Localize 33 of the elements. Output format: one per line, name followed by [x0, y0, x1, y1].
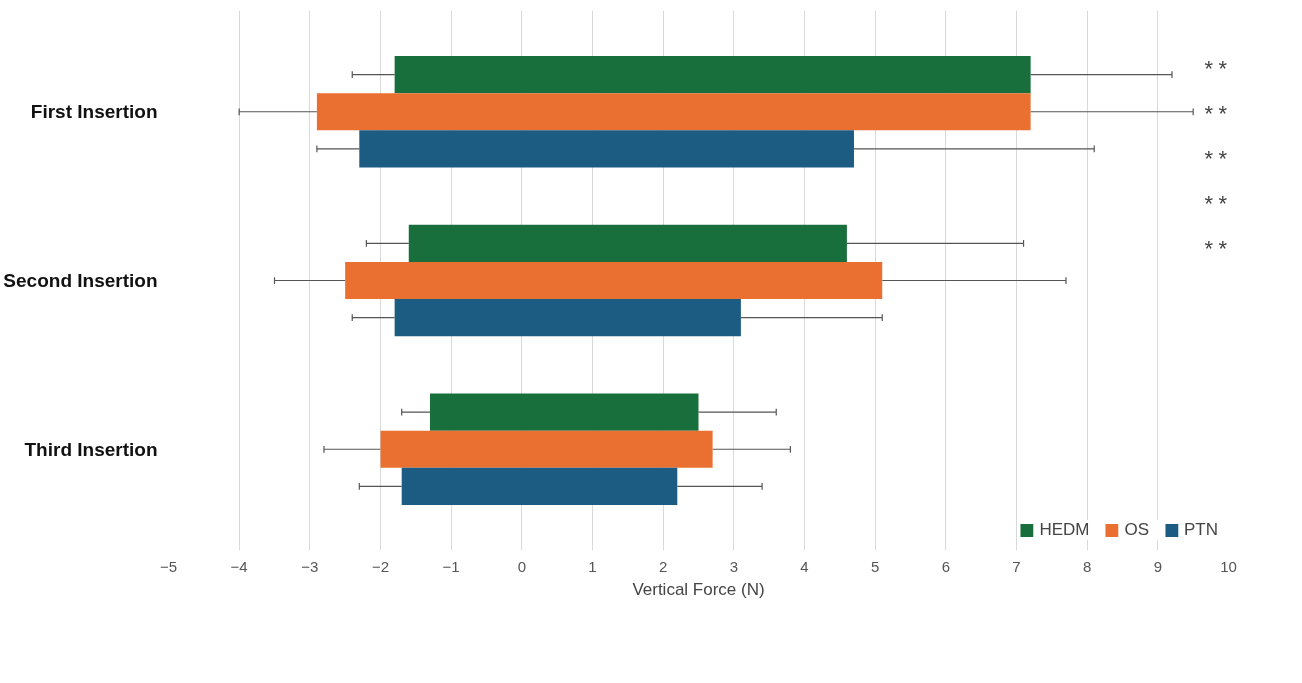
annotation: * — [1204, 55, 1214, 81]
x-tick-label: 2 — [659, 557, 668, 575]
y-tick-label: First Insertion — [30, 101, 158, 123]
x-tick-label: −1 — [442, 557, 460, 575]
x-tick-label: 0 — [517, 557, 527, 575]
x-tick-label: −3 — [301, 557, 319, 575]
x-tick-label: 3 — [729, 557, 739, 575]
annotation: * — [1218, 55, 1228, 81]
annotation: * — [1218, 145, 1228, 171]
x-tick-label: −5 — [159, 557, 178, 575]
legend-label: PTN — [1184, 520, 1218, 540]
annotation: * — [1218, 235, 1228, 261]
x-tick-label: −4 — [230, 557, 248, 575]
annotation: * — [1204, 235, 1214, 261]
x-tick-label: 10 — [1220, 557, 1237, 575]
x-tick-label: 7 — [1012, 557, 1021, 575]
annotation: * — [1218, 100, 1228, 126]
y-tick-label: Third Insertion — [24, 438, 158, 460]
annotation: * — [1218, 190, 1228, 216]
x-axis-title: Vertical Force (N) — [632, 579, 765, 599]
x-tick-label: 6 — [941, 557, 951, 575]
x-tick-label: 5 — [871, 557, 880, 575]
legend-label: OS — [1124, 520, 1149, 540]
annotation: * — [1204, 100, 1214, 126]
x-tick-label: 9 — [1153, 557, 1163, 575]
x-tick-label: 4 — [800, 557, 809, 575]
annotation: * — [1204, 145, 1214, 171]
y-tick-label: Second Insertion — [3, 270, 158, 291]
legend-label: HEDM — [1039, 520, 1090, 540]
x-tick-label: 1 — [588, 557, 597, 575]
annotation: * — [1204, 190, 1214, 216]
x-tick-label: −2 — [371, 557, 390, 575]
x-tick-label: 8 — [1083, 557, 1092, 575]
